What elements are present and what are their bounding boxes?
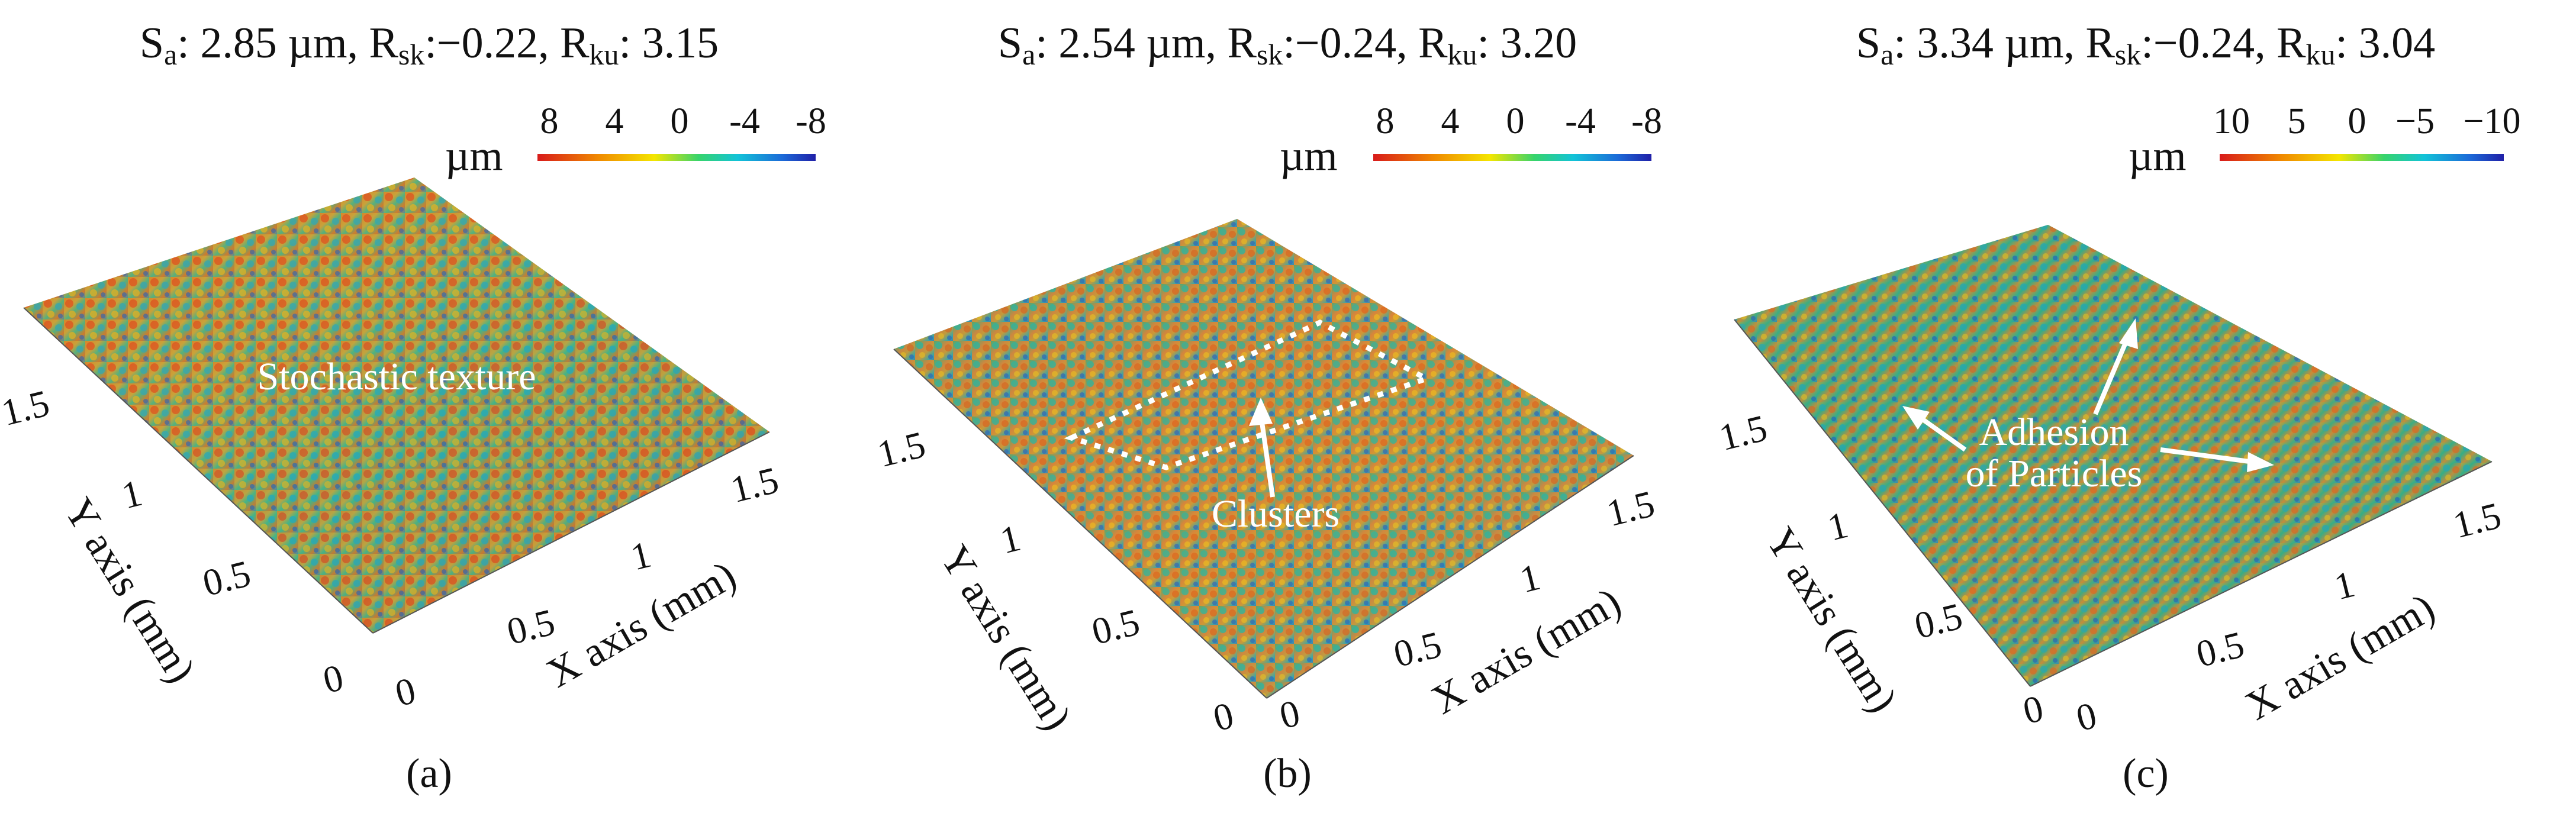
x-tick: 1 — [1516, 556, 1544, 601]
surface-plot: Clusters 1.5 1 0.5 0 0 0.5 1 1.5 Y axis … — [873, 219, 1659, 740]
x-tick: 0 — [1276, 692, 1304, 737]
surface-texture — [24, 178, 769, 633]
figure-panel-c: Sa: 3.34 µm, Rsk:−0.24, Rku: 3.04 µm 10 … — [1717, 0, 2575, 839]
colorbar-tick: 0 — [670, 101, 689, 141]
colorbar — [537, 154, 816, 161]
x-tick: 0 — [391, 669, 420, 715]
panel-title: Sa: 2.54 µm, Rsk:−0.24, Rku: 3.20 — [997, 19, 1577, 71]
annotation-text: Adhesion — [1979, 411, 2129, 454]
x-tick: 1.5 — [2449, 494, 2505, 546]
y-tick: 0.5 — [1087, 601, 1144, 653]
y-tick: 0.5 — [1910, 595, 1966, 647]
surface-texture — [1734, 225, 2492, 686]
colorbar-unit: µm — [2129, 132, 2187, 179]
surface-texture — [894, 219, 1634, 698]
y-tick: 0 — [2019, 687, 2047, 732]
panel-title: Sa: 3.34 µm, Rsk:−0.24, Rku: 3.04 — [1856, 19, 2436, 71]
x-tick: 0.5 — [503, 601, 559, 653]
colorbar-tick: -4 — [729, 101, 760, 141]
y-tick: 1.5 — [0, 382, 53, 434]
colorbar-tick: 8 — [1376, 101, 1395, 141]
colorbar — [2220, 154, 2504, 161]
colorbar — [1373, 154, 1651, 161]
colorbar-tick: 0 — [1506, 101, 1525, 141]
annotation-arrow — [2093, 336, 2130, 415]
annotation-text: of Particles — [1966, 452, 2143, 495]
colorbar-tick: 4 — [1441, 101, 1460, 141]
colorbar-tick: 0 — [2348, 101, 2366, 141]
x-tick: 0 — [2072, 694, 2101, 740]
y-tick: 0 — [319, 656, 347, 702]
colorbar-tick: 8 — [540, 101, 559, 141]
y-tick: 1.5 — [873, 423, 929, 475]
x-tick: 1 — [2330, 563, 2359, 608]
colorbar-tick: −10 — [2463, 101, 2521, 141]
x-tick: 1.5 — [726, 459, 783, 511]
colorbar-tick: -8 — [1631, 101, 1662, 141]
y-axis-label: Y axis (mm) — [931, 538, 1080, 738]
panel-caption: (c) — [2123, 751, 2169, 796]
panel-caption: (a) — [406, 751, 452, 796]
colorbar-unit: µm — [445, 132, 503, 179]
annotation-arrowhead — [2247, 452, 2274, 472]
y-tick: 1 — [1824, 504, 1852, 549]
surface-plot: Adhesion of Particles 1.5 1 0.5 0 0 0.5 … — [1717, 225, 2505, 740]
colorbar-tick: 4 — [605, 101, 624, 141]
annotation-arrowhead — [1249, 398, 1273, 426]
x-tick: 1 — [627, 533, 655, 579]
y-tick: 1.5 — [1717, 406, 1771, 459]
annotation-arrow — [1922, 418, 1967, 452]
colorbar-tick: 10 — [2213, 101, 2250, 141]
annotation-text: Stochastic texture — [257, 355, 536, 398]
y-axis-label: Y axis (mm) — [1757, 520, 1905, 721]
y-axis-label: Y axis (mm) — [55, 491, 204, 691]
y-tick: 1 — [996, 517, 1025, 562]
colorbar-tick: −5 — [2395, 101, 2435, 141]
x-axis-label: X axis (mm) — [1424, 579, 1628, 724]
annotation-arrow — [2160, 447, 2250, 464]
x-tick: 1.5 — [1602, 482, 1659, 534]
colorbar-tick: -4 — [1565, 101, 1596, 141]
annotation-arrowhead — [2119, 318, 2138, 349]
annotation-arrow — [1258, 414, 1275, 498]
y-tick: 0 — [1209, 694, 1238, 740]
colorbar-tick: -8 — [796, 101, 826, 141]
y-tick: 0.5 — [198, 552, 255, 604]
colorbar-tick: 5 — [2287, 101, 2306, 141]
x-tick: 0.5 — [2192, 623, 2248, 675]
annotation-arrowhead — [1902, 406, 1930, 430]
annotation-text: Clusters — [1212, 492, 1339, 535]
figure-panel-b: Sa: 2.54 µm, Rsk:−0.24, Rku: 3.20 µm 8 4… — [858, 0, 1717, 839]
panel-title: Sa: 2.85 µm, Rsk:−0.22, Rku: 3.15 — [139, 19, 719, 71]
y-tick: 1 — [118, 472, 146, 517]
x-tick: 0.5 — [1389, 623, 1445, 675]
colorbar-unit: µm — [1280, 132, 1338, 179]
panel-caption: (b) — [1263, 751, 1312, 796]
surface-plot: Stochastic texture 1.5 1 0.5 0 0 0.5 1 1… — [0, 178, 783, 715]
figure-panel-a: Sa: 2.85 µm, Rsk:−0.22, Rku: 3.15 µm 8 4… — [0, 0, 858, 839]
